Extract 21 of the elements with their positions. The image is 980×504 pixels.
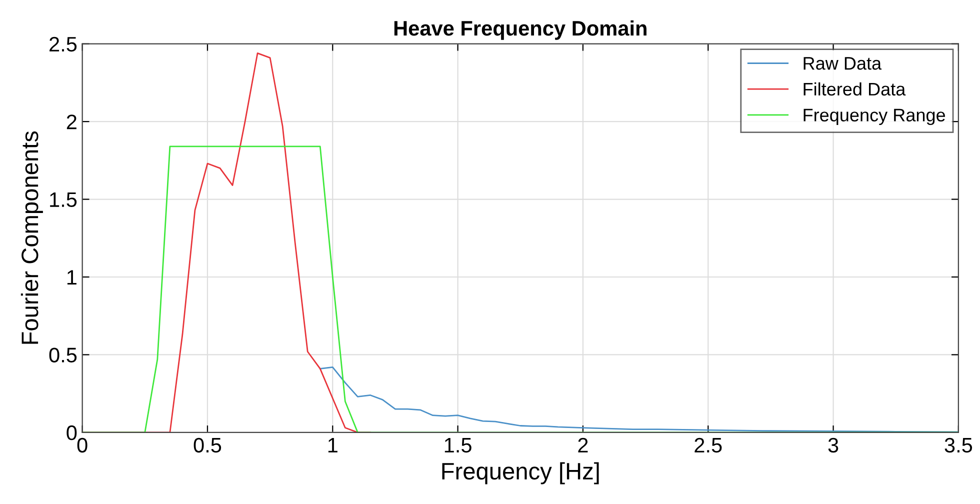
legend-label: Raw Data: [804, 57, 882, 70]
legend-label: Filtered Data: [804, 82, 906, 96]
x-tick-label: 0.5: [194, 438, 222, 453]
y-tick-label: 2.5: [50, 36, 77, 52]
x-tick-label: 0: [77, 438, 88, 453]
y-tick-label: 0: [66, 425, 77, 440]
x-axis-title: Frequency [Hz]: [442, 462, 599, 484]
x-tick-label: 3.5: [944, 438, 972, 453]
y-tick-label: 1.5: [50, 192, 77, 208]
y-tick-label: 2: [66, 114, 76, 130]
line-series: [319, 366, 958, 432]
y-axis-title: Fourier Components: [20, 131, 43, 344]
legend-label: Frequency Range: [804, 108, 946, 126]
x-tick-label: 2: [578, 438, 588, 452]
x-tick-label: 1.5: [444, 438, 472, 453]
y-tick-label: 0.5: [49, 348, 77, 362]
x-tick-label: 2.5: [694, 438, 722, 453]
x-tick-label: 1: [328, 438, 338, 452]
y-tick-label: 1: [67, 270, 76, 285]
x-tick-label: 3: [828, 438, 838, 453]
chart-title: Heave Frequency Domain: [394, 20, 646, 40]
